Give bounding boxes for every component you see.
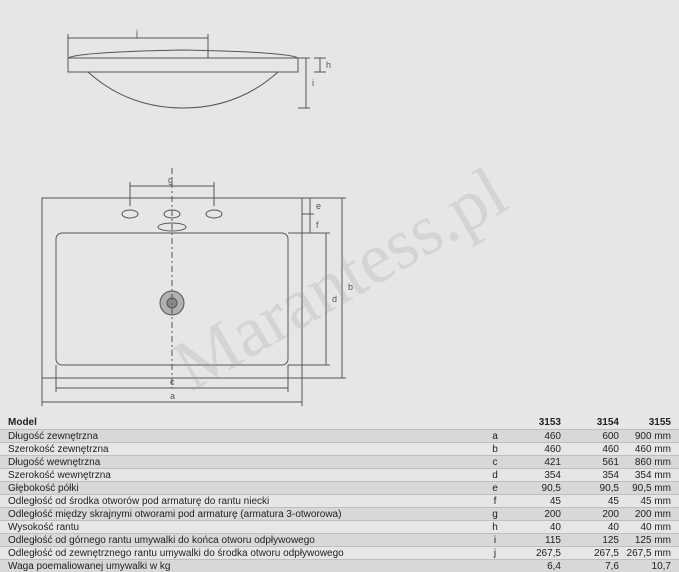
- row-val-0: 460: [509, 431, 567, 442]
- table-row: Odległość od górnego rantu umywalki do k…: [0, 533, 679, 546]
- svg-text:b: b: [348, 282, 353, 292]
- svg-text:e: e: [316, 201, 321, 211]
- spec-table: Model 3153 3154 3155 Długość zewnętrznaa…: [0, 416, 679, 572]
- row-val-1: 45: [567, 496, 625, 507]
- row-val-1: 200: [567, 509, 625, 520]
- row-val-0: 45: [509, 496, 567, 507]
- row-letter: b: [481, 444, 509, 455]
- row-val-2: 10,7: [625, 561, 679, 572]
- row-letter: e: [481, 483, 509, 494]
- svg-text:c: c: [170, 377, 175, 387]
- row-letter: c: [481, 457, 509, 468]
- row-val-2: 45 mm: [625, 496, 679, 507]
- row-val-2: 267,5 mm: [625, 548, 679, 559]
- row-val-0: 115: [509, 535, 567, 546]
- table-row: Długość wewnętrznac421561860 mm: [0, 455, 679, 468]
- row-label: Odległość od górnego rantu umywalki do k…: [0, 535, 481, 546]
- row-val-0: 421: [509, 457, 567, 468]
- table-row: Odległość między skrajnymi otworami pod …: [0, 507, 679, 520]
- row-val-0: 460: [509, 444, 567, 455]
- row-val-2: 40 mm: [625, 522, 679, 533]
- row-val-1: 354: [567, 470, 625, 481]
- row-label: Głębokość półki: [0, 483, 481, 494]
- table-row: Odległość od środka otworów pod armaturę…: [0, 494, 679, 507]
- row-letter: h: [481, 522, 509, 533]
- row-val-1: 90,5: [567, 483, 625, 494]
- row-letter: g: [481, 509, 509, 520]
- row-label: Wysokość rantu: [0, 522, 481, 533]
- row-val-1: 125: [567, 535, 625, 546]
- col-3153: 3153: [509, 417, 567, 428]
- svg-text:j: j: [135, 28, 138, 38]
- row-val-2: 90,5 mm: [625, 483, 679, 494]
- svg-text:a: a: [170, 391, 175, 401]
- row-val-0: 40: [509, 522, 567, 533]
- row-val-2: 200 mm: [625, 509, 679, 520]
- row-val-0: 200: [509, 509, 567, 520]
- row-val-2: 460 mm: [625, 444, 679, 455]
- row-val-1: 600: [567, 431, 625, 442]
- row-val-2: 900 mm: [625, 431, 679, 442]
- row-label: Długość zewnętrzna: [0, 431, 481, 442]
- row-letter: i: [481, 535, 509, 546]
- technical-drawings: j i h: [28, 8, 358, 412]
- svg-text:f: f: [316, 220, 319, 230]
- row-val-0: 90,5: [509, 483, 567, 494]
- svg-text:i: i: [312, 78, 314, 88]
- row-val-0: 267,5: [509, 548, 567, 559]
- row-label: Odległość między skrajnymi otworami pod …: [0, 509, 481, 520]
- table-row: Waga poemaliowanej umywalki w kg 6,47,610…: [0, 559, 679, 572]
- table-header: Model 3153 3154 3155: [0, 416, 679, 429]
- row-val-0: 6,4: [509, 561, 567, 572]
- row-label: Waga poemaliowanej umywalki w kg: [0, 561, 481, 572]
- row-val-2: 354 mm: [625, 470, 679, 481]
- row-letter: d: [481, 470, 509, 481]
- col-3154: 3154: [567, 417, 625, 428]
- row-val-1: 561: [567, 457, 625, 468]
- row-letter: j: [481, 548, 509, 559]
- row-val-1: 7,6: [567, 561, 625, 572]
- row-label: Odległość od zewnętrznego rantu umywalki…: [0, 548, 481, 559]
- table-row: Głębokość półkie90,590,590,5 mm: [0, 481, 679, 494]
- row-label: Długość wewnętrzna: [0, 457, 481, 468]
- row-val-2: 125 mm: [625, 535, 679, 546]
- model-heading: Model: [0, 417, 481, 428]
- row-val-0: 354: [509, 470, 567, 481]
- row-label: Szerokość wewnętrzna: [0, 470, 481, 481]
- row-letter: f: [481, 496, 509, 507]
- svg-text:g: g: [168, 175, 173, 185]
- row-val-1: 460: [567, 444, 625, 455]
- row-val-2: 860 mm: [625, 457, 679, 468]
- row-val-1: 40: [567, 522, 625, 533]
- row-letter: a: [481, 431, 509, 442]
- svg-text:d: d: [332, 294, 337, 304]
- svg-text:h: h: [326, 60, 331, 70]
- row-label: Szerokość zewnętrzna: [0, 444, 481, 455]
- table-row: Szerokość zewnętrznab460460460 mm: [0, 442, 679, 455]
- col-3155: 3155: [625, 417, 679, 428]
- row-val-1: 267,5: [567, 548, 625, 559]
- table-row: Odległość od zewnętrznego rantu umywalki…: [0, 546, 679, 559]
- row-label: Odległość od środka otworów pod armaturę…: [0, 496, 481, 507]
- table-row: Wysokość rantuh404040 mm: [0, 520, 679, 533]
- table-row: Szerokość wewnętrznad354354354 mm: [0, 468, 679, 481]
- table-row: Długość zewnętrznaa460600900 mm: [0, 429, 679, 442]
